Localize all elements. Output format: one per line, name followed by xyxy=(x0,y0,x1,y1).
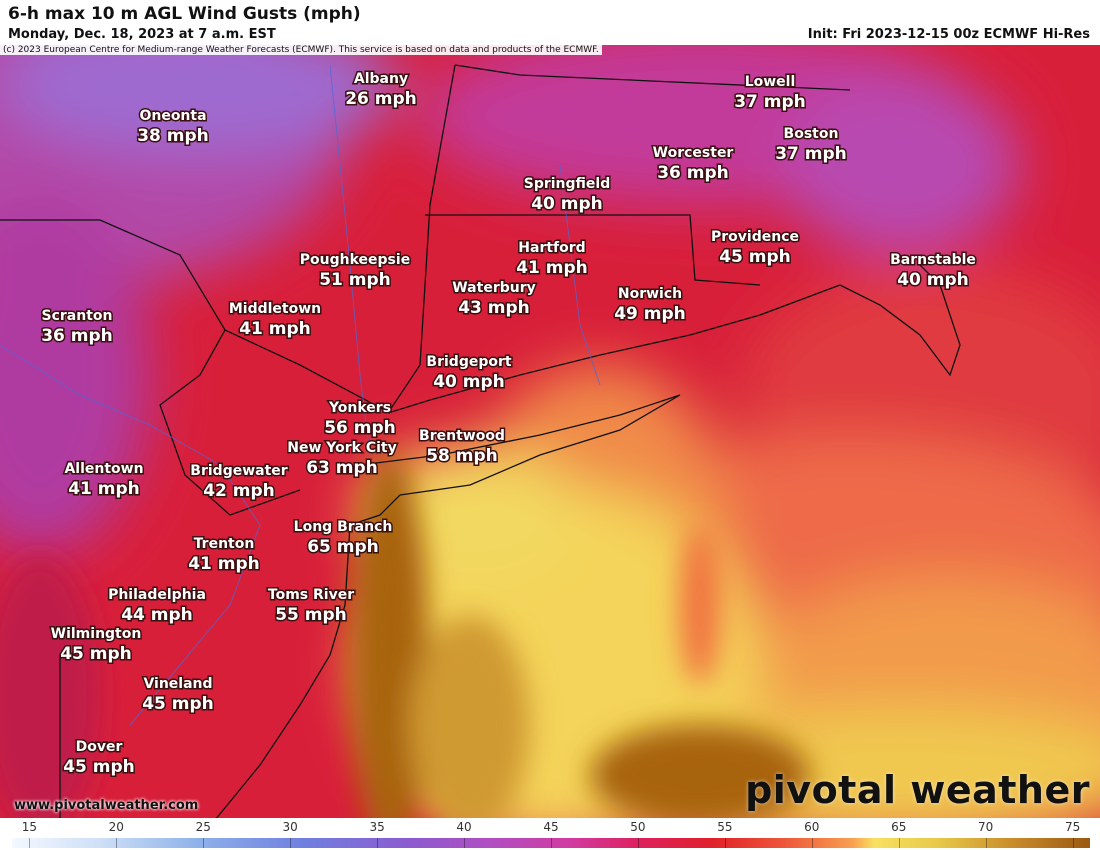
city-gust: 37 mph xyxy=(734,92,806,112)
colorbar-tick xyxy=(29,838,31,848)
city-gust: 40 mph xyxy=(531,194,603,214)
colorbar-tick-label: 30 xyxy=(282,820,298,834)
valid-time: Monday, Dec. 18, 2023 at 7 a.m. EST xyxy=(8,27,276,42)
colorbar-scale xyxy=(12,838,1090,848)
city-name: Philadelphia xyxy=(108,587,206,603)
city-gust: 63 mph xyxy=(306,458,378,478)
colorbar-tick xyxy=(811,838,813,848)
city-name: Yonkers xyxy=(328,400,391,416)
city-name: Brentwood xyxy=(419,428,505,444)
colorbar-tick xyxy=(898,838,900,848)
colorbar-tick-label: 75 xyxy=(1064,820,1081,834)
city-gust: 55 mph xyxy=(275,605,347,625)
colorbar-tick-label: 15 xyxy=(21,820,38,834)
city-gust: 49 mph xyxy=(614,304,686,324)
city-name: Providence xyxy=(711,229,799,245)
city-gust: 38 mph xyxy=(137,126,209,146)
city-name: New York City xyxy=(287,440,396,456)
city-name: Hartford xyxy=(518,240,585,256)
city-name: Middletown xyxy=(229,301,321,317)
colorbar-tick xyxy=(551,838,552,848)
city-gust: 36 mph xyxy=(657,163,729,183)
colorbar-tick xyxy=(464,838,466,848)
city-name: Norwich xyxy=(618,286,682,302)
city-gust: 45 mph xyxy=(63,757,135,777)
city-name: Oneonta xyxy=(139,108,206,124)
city-name: Bridgeport xyxy=(426,354,511,370)
city-gust: 40 mph xyxy=(433,372,505,392)
city-name: Boston xyxy=(784,126,839,142)
boundaries xyxy=(0,64,961,818)
city-name: Waterbury xyxy=(452,280,536,296)
city-name: Toms River xyxy=(268,587,354,603)
city-gust: 56 mph xyxy=(324,418,396,438)
colorbar-tick-label: 55 xyxy=(717,820,733,834)
colorbar-tick-label: 20 xyxy=(108,820,124,834)
city-name: Barnstable xyxy=(890,252,976,268)
colorbar-tick-label: 35 xyxy=(369,820,385,834)
city-gust: 44 mph xyxy=(121,605,193,625)
city-name: Dover xyxy=(76,739,123,755)
colorbar-tick-label: 65 xyxy=(891,820,907,834)
city-gust: 41 mph xyxy=(239,319,311,339)
city-gust: 43 mph xyxy=(458,298,530,318)
gust-field xyxy=(0,45,1100,818)
city-gust: 45 mph xyxy=(60,644,132,664)
colorbar-tick xyxy=(1072,838,1074,848)
city-name: Trenton xyxy=(194,536,255,552)
colorbar-tick-label: 70 xyxy=(978,820,994,834)
site-url: www.pivotalweather.com xyxy=(14,798,199,813)
colorbar-tick-label: 45 xyxy=(543,820,559,834)
city-gust: 58 mph xyxy=(426,446,498,466)
city-gust: 65 mph xyxy=(307,537,379,557)
city-name: Vineland xyxy=(143,676,212,692)
map-title: 6-h max 10 m AGL Wind Gusts (mph) xyxy=(8,4,361,24)
city-name: Worcester xyxy=(653,145,734,161)
city-name: Wilmington xyxy=(51,626,142,642)
city-gust: 36 mph xyxy=(41,326,113,346)
city-name: Allentown xyxy=(64,461,143,477)
city-gust: 41 mph xyxy=(68,479,140,499)
city-name: Poughkeepsie xyxy=(300,252,410,268)
colorbar-tick-label: 50 xyxy=(630,820,646,834)
colorbar-tick-label: 25 xyxy=(195,820,211,834)
city-gust: 51 mph xyxy=(319,270,391,290)
city-gust: 26 mph xyxy=(345,89,417,109)
city-gust: 42 mph xyxy=(203,481,275,501)
city-gust: 40 mph xyxy=(897,270,969,290)
city-name: Bridgewater xyxy=(190,463,287,479)
colorbar-tick xyxy=(116,838,118,848)
city-gust: 37 mph xyxy=(775,144,847,164)
colorbar-tick xyxy=(985,838,987,848)
colorbar: 15 20 25 30 35 40 45 50 55 60 65 70 75 xyxy=(0,818,1100,850)
city-name: Lowell xyxy=(745,74,796,90)
copyright: (c) 2023 European Centre for Medium-rang… xyxy=(0,45,602,55)
city-gust: 41 mph xyxy=(188,554,260,574)
colorbar-tick xyxy=(203,838,205,848)
colorbar-tick-label: 60 xyxy=(804,820,820,834)
header: 6-h max 10 m AGL Wind Gusts (mph) Monday… xyxy=(0,0,1100,45)
colorbar-tick-label: 40 xyxy=(456,820,472,834)
city-name: Albany xyxy=(354,71,408,87)
city-name: Scranton xyxy=(42,308,113,324)
city-name: Long Branch xyxy=(294,519,393,535)
city-gust: 41 mph xyxy=(516,258,588,278)
init-time: Init: Fri 2023-12-15 00z ECMWF Hi-Res xyxy=(807,27,1090,42)
city-gust: 45 mph xyxy=(142,694,214,714)
colorbar-tick xyxy=(377,838,379,848)
brand-watermark: pivotal weather xyxy=(745,768,1090,812)
colorbar-tick xyxy=(637,838,639,848)
colorbar-tick xyxy=(290,838,292,848)
map: Albany 26 mph Oneonta 38 mph Lowell 37 mph Bos… xyxy=(0,45,1100,818)
city-name: Springfield xyxy=(524,176,611,192)
city-gust: 45 mph xyxy=(719,247,791,267)
colorbar-tick xyxy=(724,838,726,848)
